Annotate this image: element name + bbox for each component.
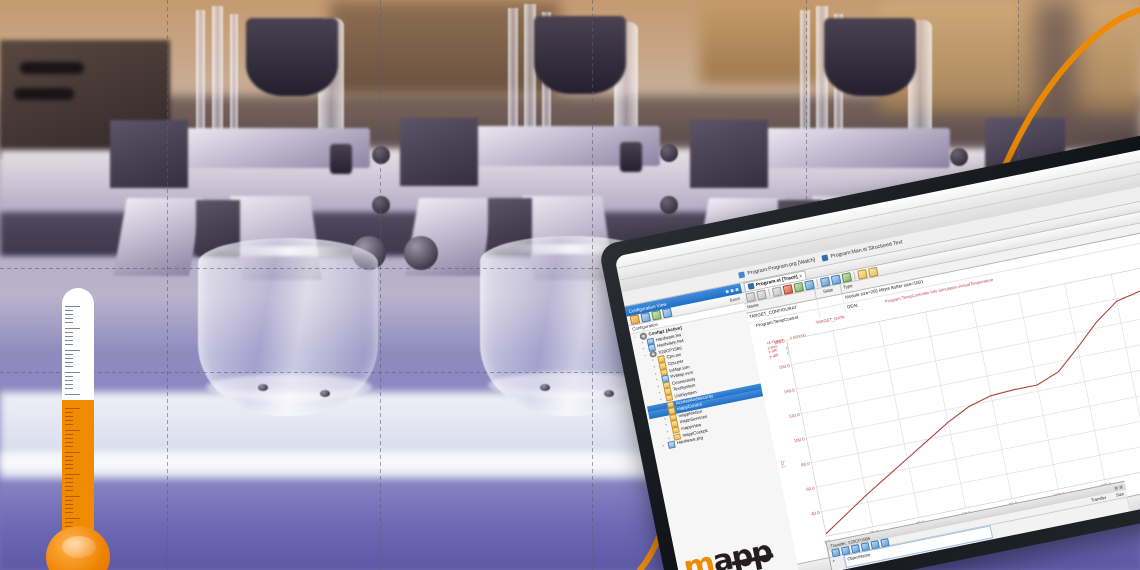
configuration-tree[interactable]: − Config1 [Active] + Hardware.hw + Hardw…: [630, 311, 769, 452]
close-icon[interactable]: [735, 287, 739, 291]
properties-icon[interactable]: [651, 309, 662, 321]
build-icon[interactable]: [640, 312, 652, 323]
help-icon[interactable]: [867, 266, 879, 277]
paste-icon[interactable]: [793, 281, 804, 293]
close-icon[interactable]: [1119, 484, 1123, 489]
watch-icon[interactable]: [841, 271, 852, 283]
guide-line: [592, 0, 593, 570]
pin-icon[interactable]: [725, 289, 729, 293]
svg-text:140.0: 140.0: [783, 387, 795, 394]
expander-icon[interactable]: +: [661, 443, 665, 449]
chart-icon: [821, 254, 829, 262]
copy-icon[interactable]: [782, 283, 794, 295]
save-icon[interactable]: [756, 289, 767, 300]
svg-text:160.0: 160.0: [778, 363, 790, 370]
config-icon[interactable]: [857, 268, 868, 280]
refresh-icon[interactable]: [661, 307, 673, 319]
minimize-icon[interactable]: [730, 288, 734, 292]
build-icon[interactable]: [804, 279, 815, 290]
svg-text:180.0: 180.0: [773, 338, 785, 345]
guide-line: [380, 0, 381, 570]
svg-text:60.0: 60.0: [806, 485, 816, 492]
guide-line: [0, 268, 1140, 269]
guide-line: [0, 372, 1140, 373]
debug-icon[interactable]: [819, 276, 831, 287]
pin-icon[interactable]: [1114, 485, 1118, 490]
batch-label: Batch: [729, 295, 741, 303]
trace-icon: [747, 282, 755, 290]
cut-icon[interactable]: [771, 285, 783, 297]
new-folder-icon[interactable]: [629, 314, 641, 325]
hardware-icon: [667, 440, 676, 449]
watch-icon: [738, 271, 746, 279]
thermometer: [46, 288, 110, 570]
size-column-header: Size: [1115, 491, 1125, 498]
svg-text:120.0: 120.0: [788, 412, 800, 419]
close-icon[interactable]: x: [799, 273, 803, 279]
guide-line: [167, 0, 168, 570]
svg-text:40.0: 40.0: [811, 510, 821, 517]
tablet-device: Program:Program.prg [Watch] Program:Man.…: [598, 126, 1140, 570]
tablet-screen: Program:Program.prg [Watch] Program:Man.…: [614, 142, 1140, 570]
open-icon[interactable]: [745, 291, 756, 302]
trace-icon[interactable]: [830, 273, 842, 285]
expander-icon[interactable]: −: [633, 335, 637, 340]
svg-text:80.0: 80.0: [801, 461, 811, 468]
thermometer-fill: [62, 400, 94, 550]
expander-icon[interactable]: −: [643, 353, 647, 358]
svg-text:100.0: 100.0: [793, 436, 805, 443]
